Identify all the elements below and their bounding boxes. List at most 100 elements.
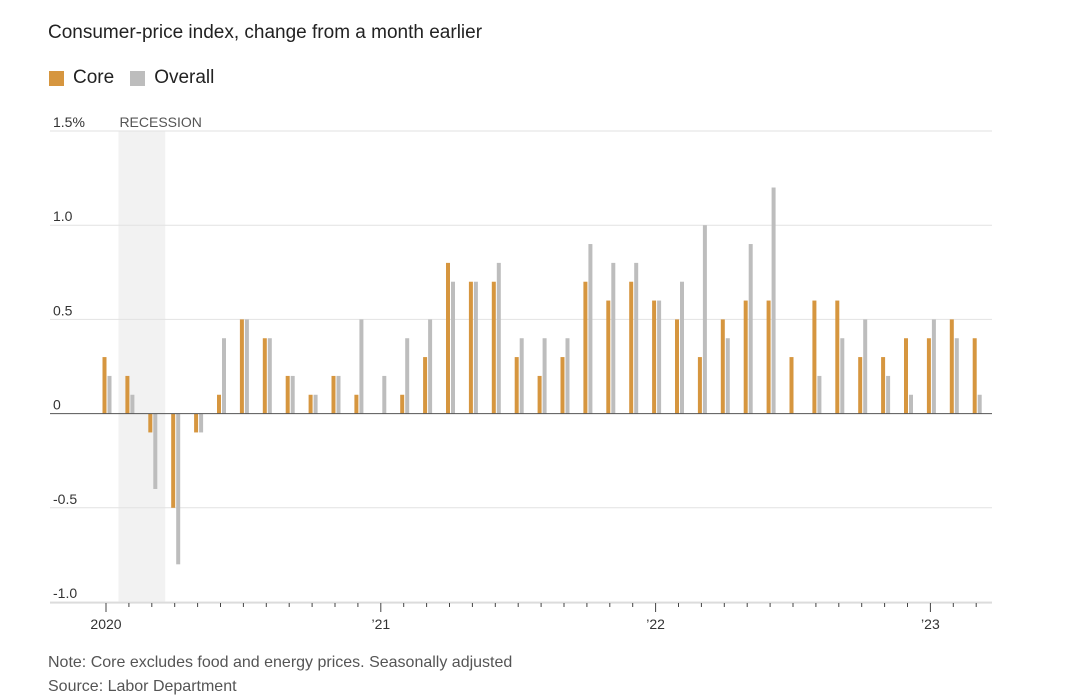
bar-core [354, 394, 359, 414]
bar-overall [954, 338, 959, 414]
bar-core [926, 338, 931, 414]
y-tick-label: 1.5% [53, 114, 85, 130]
bar-overall [244, 319, 249, 414]
y-tick-label: 0 [53, 397, 61, 413]
recession-label: RECESSION [119, 114, 201, 130]
bar-overall [931, 319, 936, 414]
y-tick-label: 1.0 [53, 208, 73, 224]
bar-core [537, 375, 542, 414]
bar-core [743, 300, 748, 414]
x-tick-label: 2020 [90, 616, 121, 632]
bar-overall [680, 281, 684, 414]
legend-swatch-core [49, 70, 64, 86]
bar-overall [657, 300, 662, 414]
bar-overall [382, 375, 387, 414]
bar-overall [130, 394, 135, 414]
bar-overall [359, 319, 364, 414]
legend-swatch-overall [130, 70, 146, 86]
bar-core [652, 300, 657, 414]
bar-core [331, 375, 336, 414]
bar-core [904, 338, 908, 414]
bar-overall [313, 394, 318, 414]
bar-overall [886, 375, 891, 414]
bar-core [285, 375, 290, 414]
bar-core [835, 300, 840, 414]
bar-core [194, 413, 199, 433]
bar-overall [107, 375, 112, 414]
bar-core [766, 300, 771, 414]
bar-overall [748, 244, 753, 414]
bar-core [491, 281, 496, 414]
bar-overall [222, 338, 226, 414]
bar-core [468, 281, 473, 414]
legend-item-core: Core [49, 67, 114, 89]
chart-notes: Note: Core excludes food and energy pric… [48, 651, 512, 696]
bar-core [423, 357, 428, 414]
bar-overall [588, 244, 593, 414]
bar-core [171, 413, 176, 508]
bar-core [125, 375, 130, 414]
bar-overall [153, 413, 158, 489]
bar-overall [840, 338, 845, 414]
bar-core [514, 357, 519, 414]
bar-core [697, 357, 702, 414]
bar-overall [290, 375, 295, 414]
bar-overall [542, 338, 547, 414]
bar-overall [611, 262, 616, 414]
bar-overall [702, 225, 707, 414]
note-text: Note: Core excludes food and energy pric… [48, 654, 513, 671]
y-tick-label: 0.5 [53, 302, 73, 318]
bar-core [675, 319, 679, 414]
chart-legend: Core Overall [49, 67, 230, 89]
bar-overall [473, 281, 478, 414]
bar-core [102, 357, 107, 414]
bar-core [446, 262, 450, 414]
recession-shading [118, 131, 166, 602]
bar-core [881, 357, 886, 414]
bar-overall [428, 319, 433, 414]
bar-core [308, 394, 313, 414]
bar-core [972, 338, 977, 414]
y-tick-label: -1.0 [53, 585, 77, 601]
bar-overall [405, 338, 410, 414]
bar-core [560, 357, 565, 414]
bar-core [629, 281, 634, 414]
bar-core [812, 300, 817, 414]
bar-core [949, 319, 954, 414]
bar-core [262, 338, 267, 414]
legend-label-overall: Overall [154, 67, 215, 88]
source-text: Source: Labor Department [48, 678, 237, 695]
x-tick-label: ’21 [371, 616, 390, 632]
bar-overall [771, 187, 776, 414]
x-tick-label: ’23 [921, 616, 940, 632]
bar-core [606, 300, 611, 414]
bar-core [239, 319, 244, 414]
bar-core [148, 413, 153, 433]
bar-core [858, 357, 863, 414]
bar-overall [863, 319, 868, 414]
bar-overall [176, 413, 181, 565]
bar-overall [977, 394, 982, 414]
bar-overall [817, 375, 822, 414]
bar-core [400, 394, 405, 414]
x-tick-label: ’22 [646, 616, 665, 632]
y-tick-label: -0.5 [53, 491, 77, 507]
bar-overall [496, 262, 501, 414]
bar-core [583, 281, 588, 414]
bar-overall [519, 338, 524, 414]
bar-overall [634, 262, 639, 414]
bar-overall [909, 394, 913, 414]
legend-label-core: Core [73, 67, 115, 88]
bar-overall [199, 413, 204, 433]
bar-core [217, 394, 221, 414]
bar-overall [267, 338, 272, 414]
legend-item-overall: Overall [130, 67, 214, 89]
bar-overall [565, 338, 570, 414]
bar-overall [451, 281, 455, 414]
bar-overall [725, 338, 730, 414]
bar-core [789, 357, 794, 414]
bar-core [720, 319, 725, 414]
bar-overall [336, 375, 341, 414]
chart-title: Consumer-price index, change from a mont… [48, 22, 483, 43]
